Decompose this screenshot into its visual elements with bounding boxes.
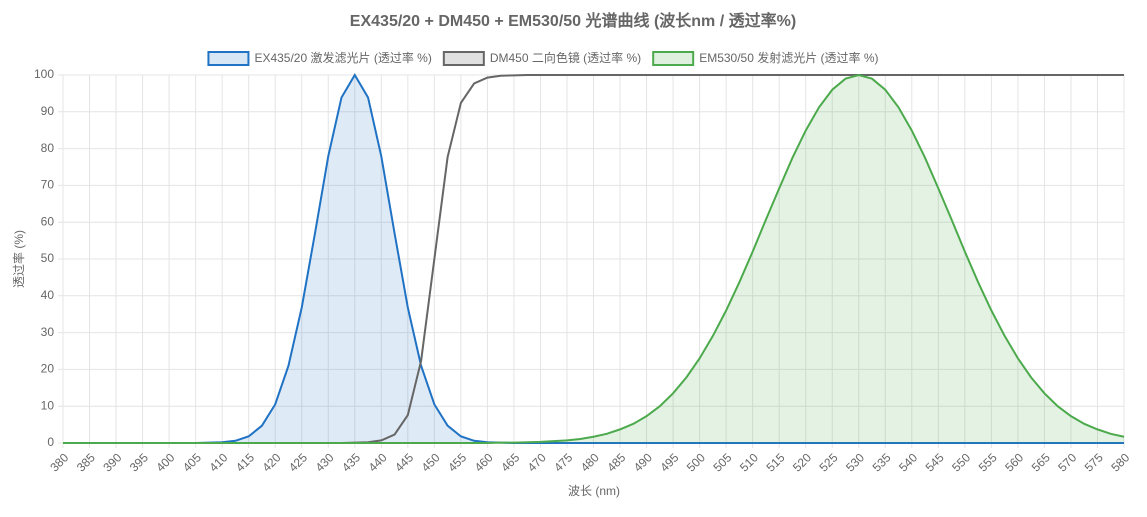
x-tick-label: 455 <box>445 450 469 474</box>
x-tick-label: 535 <box>870 450 894 474</box>
legend-label: EM530/50 发射滤光片 (透过率 %) <box>699 50 878 65</box>
x-tick-label: 525 <box>817 450 841 474</box>
x-tick-label: 550 <box>949 450 973 474</box>
x-tick-label: 560 <box>1002 450 1026 474</box>
x-tick-label: 540 <box>896 450 920 474</box>
line <box>63 73 1125 444</box>
legend-swatch <box>442 51 485 66</box>
x-tick-label: 460 <box>472 450 496 474</box>
x-tick-label: 530 <box>843 450 867 474</box>
x-axis-label: 波长 (nm) <box>568 484 620 498</box>
x-tick-label: 400 <box>153 450 177 474</box>
x-tick-label: 485 <box>604 450 628 474</box>
y-tick-label: 20 <box>41 362 55 376</box>
y-tick-label: 50 <box>41 251 55 265</box>
x-tick-label: 500 <box>684 450 708 474</box>
x-tick-label: 445 <box>392 450 416 474</box>
x-tick-label: 465 <box>498 450 522 474</box>
x-tick-label: 440 <box>366 450 390 474</box>
y-tick-label: 70 <box>41 178 55 192</box>
y-axis-label: 透过率 (%) <box>11 230 26 288</box>
x-tick-label: 380 <box>47 450 71 474</box>
y-tick-label: 90 <box>41 104 55 118</box>
y-tick-label: 60 <box>41 214 55 228</box>
x-tick-label: 475 <box>551 450 575 474</box>
x-tick-label: 410 <box>206 450 230 474</box>
legend: EX435/20 激发滤光片 (透过率 %) DM450 二向色镜 (透过率 %)… <box>207 50 879 66</box>
y-tick-label: 0 <box>47 435 54 449</box>
x-tick-label: 490 <box>631 450 655 474</box>
y-tick-label: 10 <box>41 398 55 412</box>
x-tick-label: 495 <box>657 450 681 474</box>
legend-swatch <box>207 51 250 66</box>
x-tick-label: 510 <box>737 450 761 474</box>
x-tick-label: 470 <box>525 450 549 474</box>
x-tick-label: 545 <box>923 450 947 474</box>
legend-swatch <box>652 51 695 66</box>
x-tick-label: 515 <box>763 450 787 474</box>
x-tick-label: 555 <box>976 450 1000 474</box>
x-tick-label: 570 <box>1055 450 1079 474</box>
legend-label: EX435/20 激发滤光片 (透过率 %) <box>254 50 431 65</box>
x-tick-label: 480 <box>578 450 602 474</box>
y-tick-label: 100 <box>34 67 54 81</box>
x-tick-label: 425 <box>286 450 310 474</box>
x-tick-label: 390 <box>100 450 124 474</box>
y-tick-label: 30 <box>41 325 55 339</box>
x-tick-label: 415 <box>233 450 257 474</box>
line <box>63 73 1124 444</box>
x-tick-label: 520 <box>790 450 814 474</box>
area <box>63 75 1124 443</box>
x-tick-label: 580 <box>1108 450 1132 474</box>
x-tick-label: 565 <box>1029 450 1053 474</box>
x-tick-label: 575 <box>1082 450 1106 474</box>
x-tick-label: 430 <box>313 450 337 474</box>
y-tick-label: 80 <box>41 141 55 155</box>
y-tick-label: 40 <box>41 288 55 302</box>
x-tick-label: 450 <box>419 450 443 474</box>
x-tick-label: 435 <box>339 450 363 474</box>
x-tick-label: 505 <box>710 450 734 474</box>
x-tick-label: 395 <box>127 450 151 474</box>
x-tick-label: 385 <box>74 450 98 474</box>
x-tick-label: 420 <box>260 450 284 474</box>
chart-title: EX435/20 + DM450 + EM530/50 光谱曲线 (波长nm /… <box>350 11 796 30</box>
x-tick-label: 405 <box>180 450 204 474</box>
legend-label: DM450 二向色镜 (透过率 %) <box>490 50 641 65</box>
area <box>63 75 1124 443</box>
